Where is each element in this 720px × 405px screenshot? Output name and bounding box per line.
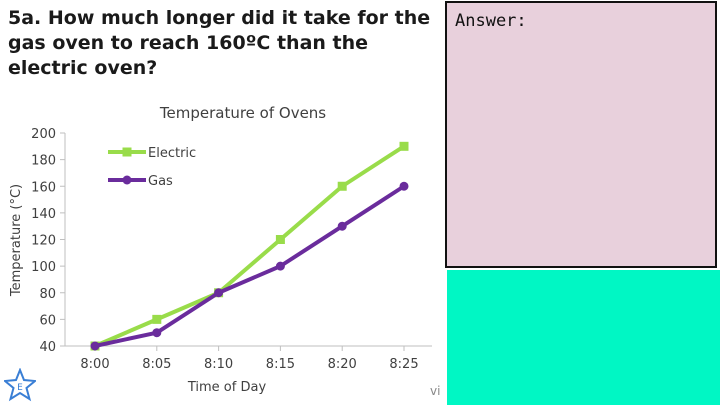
point-gas [214, 288, 224, 298]
point-gas [152, 328, 162, 338]
point-electric [152, 314, 162, 324]
y-axis-label: Temperature (°C) [9, 184, 24, 297]
x-tick-label: 8:05 [142, 357, 171, 372]
point-gas [90, 341, 100, 351]
x-axis-label: Time of Day [187, 380, 267, 395]
point-gas [399, 181, 409, 191]
star-letter: E [17, 383, 23, 393]
footer-text: vi [430, 384, 441, 398]
y-tick-label: 60 [39, 313, 56, 328]
y-tick-label: 120 [31, 234, 56, 249]
y-tick-label: 40 [39, 340, 56, 355]
point-gas [275, 261, 285, 271]
chart-title: Temperature of Ovens [159, 104, 326, 122]
answer-label: Answer: [455, 11, 527, 31]
y-tick-label: 180 [31, 154, 56, 169]
y-tick-label: 80 [39, 287, 56, 302]
line-chart: Temperature of Ovens Temperature (°C) Ti… [9, 104, 432, 395]
x-tick-label: 8:00 [80, 357, 109, 372]
point-electric [337, 181, 347, 191]
point-gas [337, 221, 347, 231]
series-line-electric [94, 144, 406, 348]
legend-marker-gas [122, 175, 132, 185]
y-tick-label: 140 [31, 207, 56, 222]
series-line-gas [94, 184, 406, 348]
answer-box[interactable]: Answer: [445, 1, 717, 268]
star-icon: E [4, 368, 36, 402]
chart-series [90, 141, 409, 351]
teal-panel [447, 270, 720, 405]
x-tick-label: 8:15 [266, 357, 295, 372]
x-tick-label: 8:10 [204, 357, 233, 372]
y-tick-label: 100 [31, 260, 56, 275]
point-electric [275, 235, 285, 244]
star-shape [4, 368, 36, 402]
y-tick-label: 160 [31, 180, 56, 195]
point-electric [399, 141, 409, 151]
legend-label-electric: Electric [148, 146, 196, 161]
chart-legend: Electric Gas [108, 146, 196, 189]
y-tick-label: 200 [31, 127, 56, 142]
x-tick-label: 8:20 [328, 357, 357, 372]
x-tick-label: 8:25 [389, 357, 418, 372]
legend-label-gas: Gas [148, 174, 173, 189]
legend-marker-electric [122, 147, 132, 157]
chart-axes: 40 60 80 100 120 140 160 180 200 8:00 8:05 8:10 8:15… [31, 127, 432, 372]
question-text: 5a. How much longer did it take for the … [8, 7, 431, 79]
